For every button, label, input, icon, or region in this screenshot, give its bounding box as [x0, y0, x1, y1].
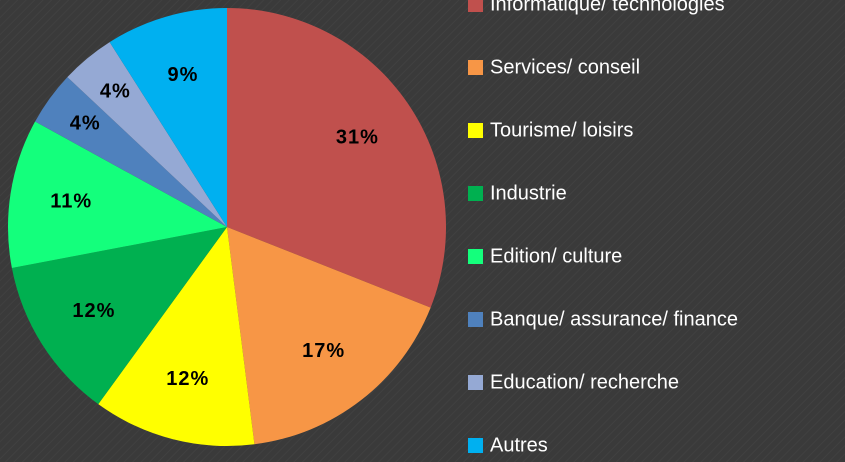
legend-swatch [468, 0, 483, 12]
legend-label: Industrie [490, 182, 567, 204]
legend-label: Edition/ culture [490, 245, 622, 267]
legend-swatch [468, 438, 483, 453]
legend-label: Education/ recherche [490, 371, 679, 393]
data-label: 11% [50, 191, 92, 213]
legend-label: Autres [490, 434, 548, 456]
pie-slice [35, 77, 227, 227]
legend-swatch [468, 375, 483, 390]
pie-slice [8, 121, 228, 269]
legend-swatch [468, 123, 483, 138]
pie-slice [109, 8, 227, 227]
legend-label: Services/ conseil [490, 56, 640, 78]
legend-label: Tourisme/ loisirs [490, 119, 633, 141]
legend-swatch [468, 312, 483, 327]
data-label: 4% [100, 80, 131, 102]
data-label: 12% [166, 368, 209, 390]
legend-label: Banque/ assurance/ finance [490, 308, 738, 330]
data-label: 9% [168, 64, 199, 86]
data-label: 31% [336, 127, 379, 149]
data-label: 17% [302, 340, 345, 362]
pie-slice [227, 227, 431, 445]
pie-slice [67, 42, 228, 227]
pie-slice [11, 227, 228, 405]
legend-swatch [468, 249, 483, 264]
pie-slice [227, 8, 447, 308]
pie-slice [98, 227, 255, 446]
legend-swatch [468, 186, 483, 201]
legend-swatch [468, 60, 483, 75]
legend-label: Informatique/ technologies [490, 0, 725, 15]
data-label: 4% [70, 112, 101, 134]
data-label: 12% [72, 300, 115, 322]
